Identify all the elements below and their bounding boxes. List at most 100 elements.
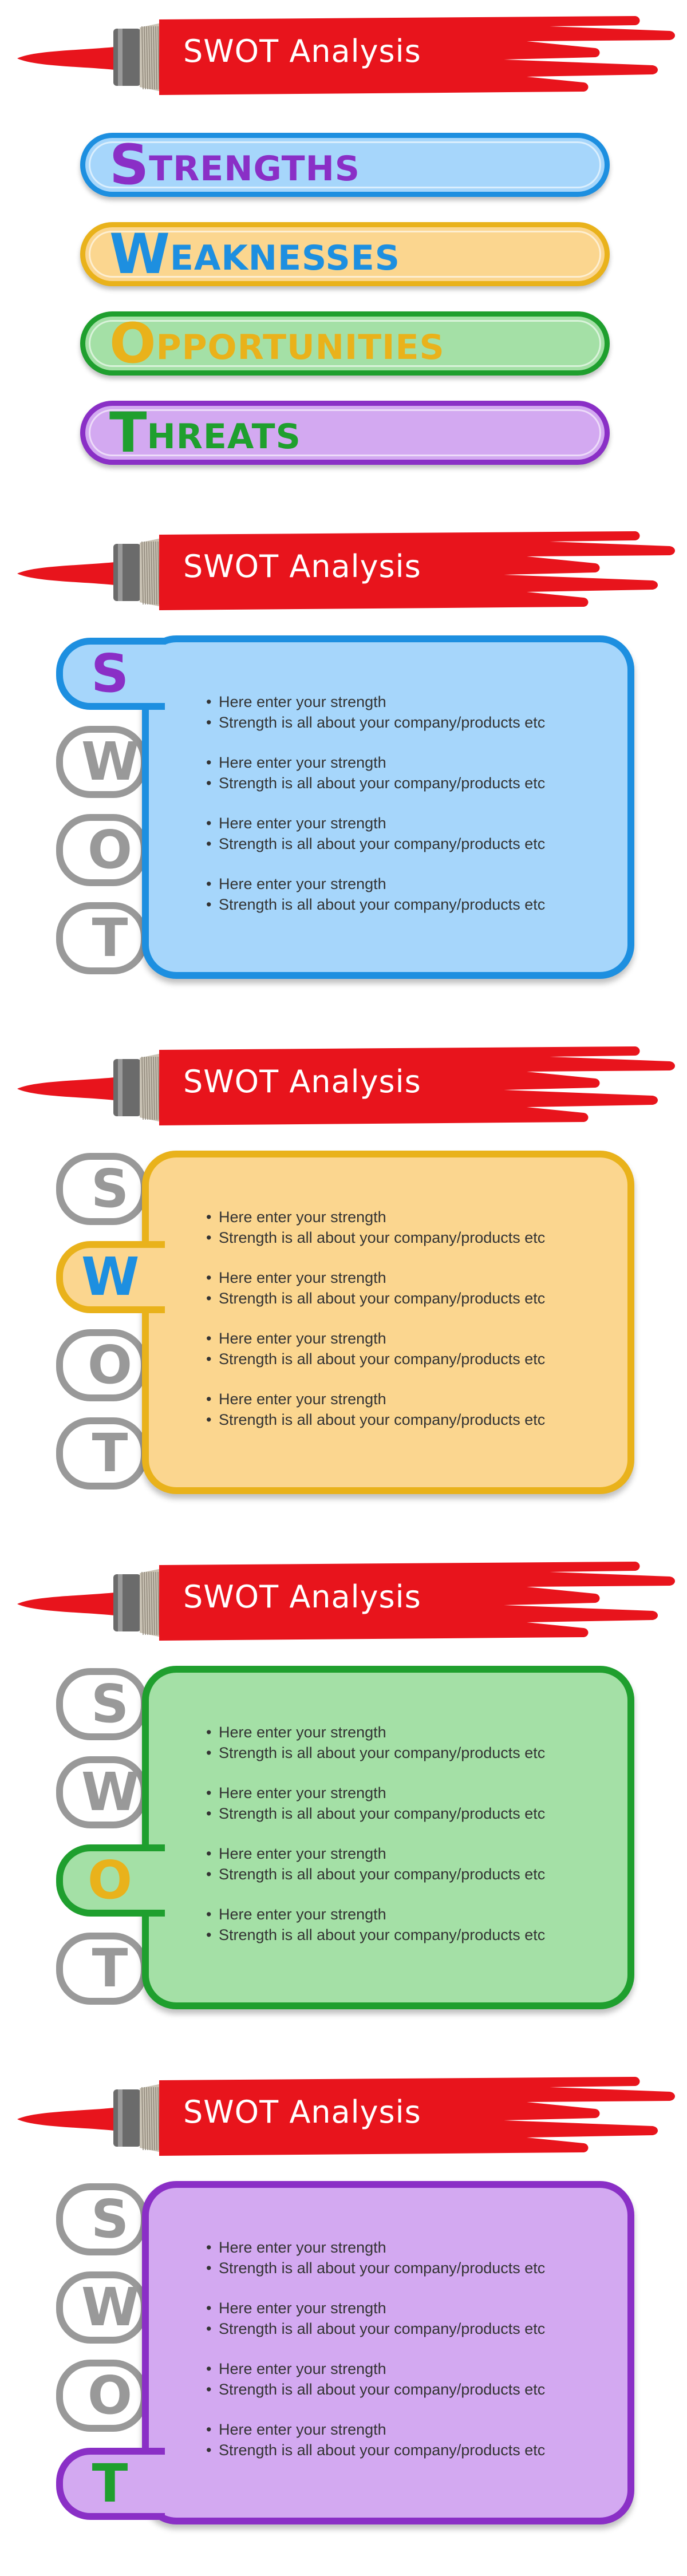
bullet-text: Strength is all about your company/produ… xyxy=(219,1411,546,1428)
bullet-text: Strength is all about your company/produ… xyxy=(219,1805,546,1822)
pill-threats[interactable]: T HREATS xyxy=(80,401,610,465)
pill-highlight xyxy=(89,141,601,188)
pill-initial: T xyxy=(109,401,147,465)
bullet-item: • Here enter your strength xyxy=(206,2300,386,2317)
banner-title: SWOT Analysis xyxy=(183,2094,421,2130)
bullet-list: • Here enter your strength • Strength is al… xyxy=(206,1207,545,1449)
bullet-item: • Here enter your strength xyxy=(206,815,386,832)
bullet-group: • Here enter your strength • Strength is al… xyxy=(206,1783,545,1824)
bullet-item: • Here enter your strength xyxy=(206,1390,386,1408)
letter-t: T xyxy=(92,1938,128,1999)
bullet-text: Here enter your strength xyxy=(219,2300,386,2317)
letter-w: W xyxy=(81,731,140,792)
bullet-item: • Here enter your strength xyxy=(206,2421,386,2438)
bullet-item: • Here enter your strength xyxy=(206,2239,386,2256)
bullet-group: • Here enter your strength • Strength is al… xyxy=(206,1389,545,1430)
bullet-group: • Here enter your strength • Strength is al… xyxy=(206,692,545,733)
pill-initial: W xyxy=(109,222,170,286)
bullet-item: • Strength is all about your company/prod… xyxy=(206,1866,546,1883)
bullet-item: • Here enter your strength xyxy=(206,1330,386,1347)
bullet-group: • Here enter your strength • Strength is al… xyxy=(206,1843,545,1884)
letter-t: T xyxy=(92,1423,128,1484)
bullet-group: • Here enter your strength • Strength is al… xyxy=(206,874,545,915)
bullet-text: Strength is all about your company/produ… xyxy=(219,775,546,792)
bullet-text: Here enter your strength xyxy=(219,1208,386,1226)
pill-word: EAKNESSES xyxy=(169,238,400,278)
bullet-group: • Here enter your strength • Strength is al… xyxy=(206,2358,545,2400)
bullet-group: • Here enter your strength • Strength is al… xyxy=(206,2419,545,2460)
letter-w: W xyxy=(81,1246,140,1307)
bullet-text: Strength is all about your company/produ… xyxy=(219,1926,546,1943)
bullet-item: • Here enter your strength xyxy=(206,693,386,710)
content-panel xyxy=(142,1151,634,1494)
bullet-item: • Strength is all about your company/prod… xyxy=(206,2259,546,2277)
pill-highlight xyxy=(89,320,601,367)
pill-strengths[interactable]: S TRENGTHS xyxy=(80,133,610,197)
banner-title: SWOT Analysis xyxy=(183,1579,421,1615)
bullet-group: • Here enter your strength • Strength is al… xyxy=(206,752,545,793)
banner: SWOT Analysis xyxy=(11,1036,676,1133)
pill-label: O PPORTUNITIES xyxy=(109,316,445,371)
bullet-text: Strength is all about your company/produ… xyxy=(219,1229,546,1246)
bullet-text: Here enter your strength xyxy=(219,2239,386,2256)
paint-brush-icon xyxy=(17,2077,675,2156)
bullet-text: Strength is all about your company/produ… xyxy=(219,714,546,731)
bullet-text: Here enter your strength xyxy=(219,1906,386,1923)
bullet-item: • Strength is all about your company/prod… xyxy=(206,835,546,852)
letter-s: S xyxy=(90,2188,129,2250)
bullet-list: • Here enter your strength • Strength is al… xyxy=(206,692,545,934)
bullet-text: Strength is all about your company/produ… xyxy=(219,1290,546,1307)
bullet-item: • Strength is all about your company/prod… xyxy=(206,1350,546,1368)
bullet-text: Here enter your strength xyxy=(219,1390,386,1408)
bullet-item: • Here enter your strength xyxy=(206,2360,386,2377)
paint-brush-icon xyxy=(17,16,675,95)
pill-weaknesses[interactable]: W EAKNESSES xyxy=(80,222,610,286)
letter-tab-t[interactable] xyxy=(56,1417,148,1490)
pill-label: S TRENGTHS xyxy=(109,137,360,192)
paint-brush-icon xyxy=(17,1046,675,1125)
letter-tab-o[interactable] xyxy=(56,1844,165,1917)
banner-title: SWOT Analysis xyxy=(183,1064,421,1100)
bullet-list: • Here enter your strength • Strength is al… xyxy=(206,1722,545,1965)
bullet-item: • Here enter your strength xyxy=(206,1906,386,1923)
letter-s: S xyxy=(90,643,129,704)
bullet-group: • Here enter your strength • Strength is al… xyxy=(206,2237,545,2278)
bullet-item: • Here enter your strength xyxy=(206,1784,386,1801)
bullet-text: Strength is all about your company/produ… xyxy=(219,2259,546,2277)
letter-t: T xyxy=(92,907,128,969)
pill-opportunities[interactable]: O PPORTUNITIES xyxy=(80,311,610,376)
bullet-text: Here enter your strength xyxy=(219,875,386,892)
letter-o: O xyxy=(87,1334,133,1396)
pill-highlight xyxy=(89,231,601,278)
bullet-item: • Strength is all about your company/prod… xyxy=(206,1229,546,1246)
letter-s: S xyxy=(90,1673,129,1735)
bullet-group: • Here enter your strength • Strength is al… xyxy=(206,1267,545,1309)
bullet-item: • Here enter your strength xyxy=(206,1269,386,1286)
bullet-item: • Strength is all about your company/prod… xyxy=(206,1411,546,1428)
bullet-item: • Strength is all about your company/prod… xyxy=(206,2441,546,2459)
bullet-group: • Here enter your strength • Strength is al… xyxy=(206,1207,545,1248)
letter-tab-t[interactable] xyxy=(56,2448,165,2520)
pill-word: PPORTUNITIES xyxy=(156,327,445,368)
bullet-text: Here enter your strength xyxy=(219,2360,386,2377)
bullet-group: • Here enter your strength • Strength is al… xyxy=(206,1328,545,1369)
bullet-item: • Here enter your strength xyxy=(206,875,386,892)
bullet-item: • Strength is all about your company/prod… xyxy=(206,1290,546,1307)
bullet-text: Here enter your strength xyxy=(219,815,386,832)
bullet-list: • Here enter your strength • Strength is al… xyxy=(206,2237,545,2480)
bullet-text: Strength is all about your company/produ… xyxy=(219,835,546,852)
letter-tab-s[interactable] xyxy=(56,638,165,710)
pill-label: T HREATS xyxy=(109,401,301,465)
letter-s: S xyxy=(90,1158,129,1219)
bullet-item: • Strength is all about your company/prod… xyxy=(206,2320,546,2337)
paint-brush-icon xyxy=(17,1562,675,1641)
banner: SWOT Analysis xyxy=(11,2067,676,2164)
bullet-group: • Here enter your strength • Strength is al… xyxy=(206,813,545,854)
banner-title: SWOT Analysis xyxy=(183,33,421,69)
bullet-text: Strength is all about your company/produ… xyxy=(219,2381,546,2398)
banner: SWOT Analysis xyxy=(11,521,676,618)
bullet-item: • Here enter your strength xyxy=(206,1845,386,1862)
banner: SWOT Analysis xyxy=(11,1551,676,1649)
bullet-text: Here enter your strength xyxy=(219,754,386,771)
content-panel xyxy=(142,2181,634,2524)
